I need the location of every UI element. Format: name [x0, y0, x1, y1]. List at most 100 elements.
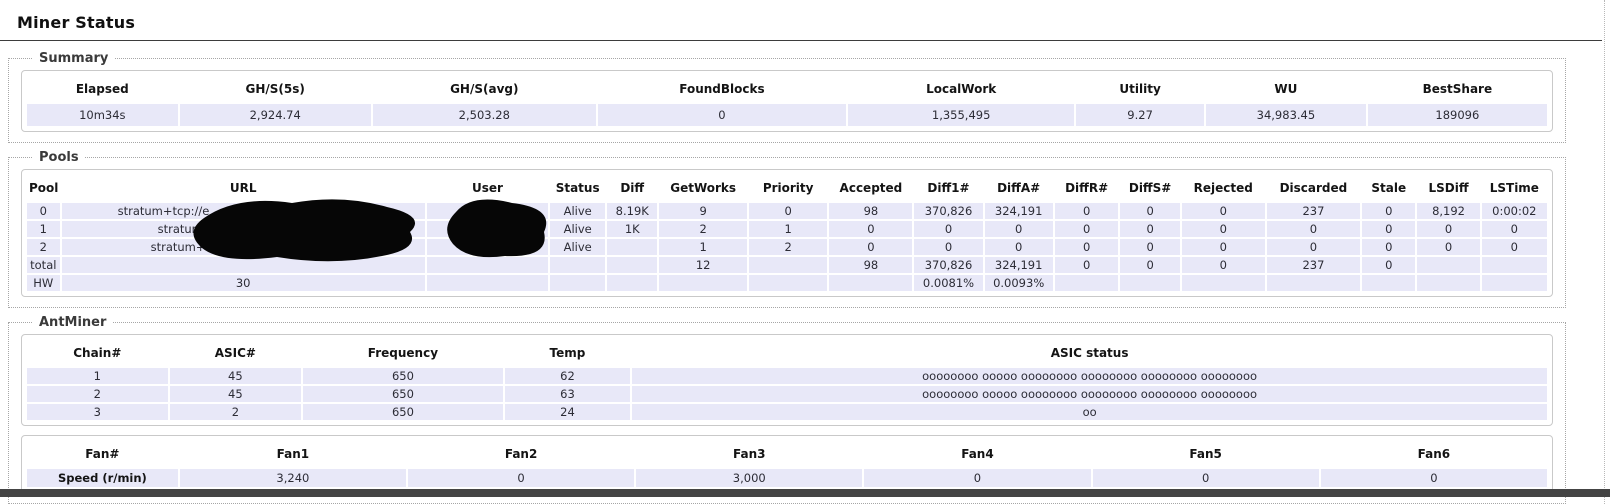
cell: 0 [1181, 221, 1265, 237]
cell: 9.27 [1076, 104, 1205, 126]
cell: 8.19K [607, 203, 658, 219]
cell: 45 [169, 386, 302, 402]
chains-column-header: Temp [504, 340, 631, 366]
cell: 0 [1054, 221, 1119, 237]
cell [426, 257, 549, 273]
cell: 189096 [1367, 104, 1547, 126]
cell [1481, 257, 1547, 273]
cell: Speed (r/min) [27, 469, 178, 487]
cell: 324,191 [984, 203, 1053, 219]
cell: 370,826 [914, 203, 983, 219]
chains-column-header: Frequency [303, 340, 503, 366]
cell: Alive [550, 203, 606, 219]
cell: Alive [550, 239, 606, 255]
cell: 0:00:02 [1481, 203, 1547, 219]
summary-column-header: LocalWork [848, 76, 1075, 102]
cell [1417, 275, 1480, 291]
chain-row: 1 45 650 62 oooooooo ooooo oooooooo oooooooo… [27, 368, 1547, 384]
cell: 0.0093% [984, 275, 1053, 291]
cell: 0 [1320, 469, 1547, 487]
pools-column-header: GetWorks [659, 175, 747, 201]
cell: 0.0081% [914, 275, 983, 291]
cell [659, 275, 747, 291]
fans-column-header: Fan4 [864, 441, 1091, 467]
cell: 45 [169, 368, 302, 384]
cell: oo [632, 404, 1547, 420]
pools-section: Pools Pool URL User Status Diff GetWorks Prior… [8, 150, 1566, 308]
cell: 0 [1266, 221, 1361, 237]
cell: 34,983.45 [1206, 104, 1366, 126]
cell: 0 [829, 239, 913, 255]
fans-column-header: Fan2 [407, 441, 635, 467]
cell [550, 257, 606, 273]
summary-column-header: WU [1206, 76, 1366, 102]
cell: 0 [1181, 203, 1265, 219]
cell: 1 [659, 239, 747, 255]
cell: 370,826 [914, 257, 983, 273]
cell: stratum+tcp://e [61, 203, 425, 219]
antminer-legend: AntMiner [39, 315, 107, 330]
cell: 2,924.74 [179, 104, 371, 126]
cell: 3 [27, 404, 168, 420]
cell [426, 221, 549, 237]
cell: 3,000 [636, 469, 863, 487]
cell: 98 [829, 203, 913, 219]
cell: 0 [407, 469, 635, 487]
cell: 0 [1054, 239, 1119, 255]
cell [607, 275, 658, 291]
pools-column-header: DiffA# [984, 175, 1053, 201]
cell: 2 [659, 221, 747, 237]
chain-row: 2 45 650 63 oooooooo ooooo oooooooo oooooooo… [27, 386, 1547, 402]
pools-table: Pool URL User Status Diff GetWorks Priority Acc… [25, 173, 1549, 293]
cell: 0 [864, 469, 1091, 487]
fans-column-header: Fan3 [636, 441, 863, 467]
summary-row: 10m34s 2,924.74 2,503.28 0 1,355,495 9.27 34,9… [27, 104, 1547, 126]
cell: 63 [504, 386, 631, 402]
bottom-divider-bar [0, 489, 1610, 497]
chains-column-header: ASIC status [632, 340, 1547, 366]
cell: 0 [1054, 203, 1119, 219]
cell [426, 203, 549, 219]
cell: 2 [27, 386, 168, 402]
pool-row: 2 stratum+tcp Alive 1 2 0 0 0 0 0 0 0 0 0 0 [27, 239, 1547, 255]
cell: 0 [1266, 239, 1361, 255]
cell: 1 [748, 221, 828, 237]
pools-column-header: LSDiff [1417, 175, 1480, 201]
fans-table-box: Fan# Fan1 Fan2 Fan3 Fan4 Fan5 Fan6 Speed (r/mi… [21, 435, 1553, 493]
cell [748, 275, 828, 291]
summary-table: Elapsed GH/S(5s) GH/S(avg) FoundBlocks Local… [25, 74, 1549, 128]
pool-row: HW 30 0.0081% 0.0093% [27, 275, 1547, 291]
pools-table-box: Pool URL User Status Diff GetWorks Priority Acc… [21, 169, 1553, 297]
pools-column-header: DiffS# [1120, 175, 1180, 201]
cell: 30 [61, 275, 425, 291]
cell: 98 [829, 257, 913, 273]
cell: 8,192 [1417, 203, 1480, 219]
tables-gap [21, 426, 1553, 435]
cell: 2 [748, 239, 828, 255]
fans-column-header: Fan6 [1320, 441, 1547, 467]
pool-row: 1 stratum+t Alive 1K 2 1 0 0 0 0 0 0 0 0 0 0 [27, 221, 1547, 237]
cell: 0 [1362, 257, 1416, 273]
chain-row: 3 2 650 24 oo [27, 404, 1547, 420]
cell [1481, 275, 1547, 291]
cell: 650 [303, 386, 503, 402]
cell: 0 [748, 203, 828, 219]
cell: 0 [914, 221, 983, 237]
cell: 0 [914, 239, 983, 255]
summary-column-header: FoundBlocks [597, 76, 847, 102]
cell [550, 275, 606, 291]
cell [426, 275, 549, 291]
chains-table-box: Chain# ASIC# Frequency Temp ASIC status 1 45 6… [21, 334, 1553, 426]
cell [1120, 275, 1180, 291]
antminer-section: AntMiner Chain# ASIC# Frequency Temp ASIC st… [8, 315, 1566, 504]
fans-column-header: Fan5 [1092, 441, 1319, 467]
cell [1181, 275, 1265, 291]
cell: 0 [27, 203, 60, 219]
cell: 0 [1417, 239, 1480, 255]
pools-column-header: Pool [27, 175, 60, 201]
pools-column-header: Priority [748, 175, 828, 201]
cell: 0 [1181, 257, 1265, 273]
cell: 10m34s [27, 104, 178, 126]
pools-column-header: URL [61, 175, 425, 201]
cell [607, 257, 658, 273]
